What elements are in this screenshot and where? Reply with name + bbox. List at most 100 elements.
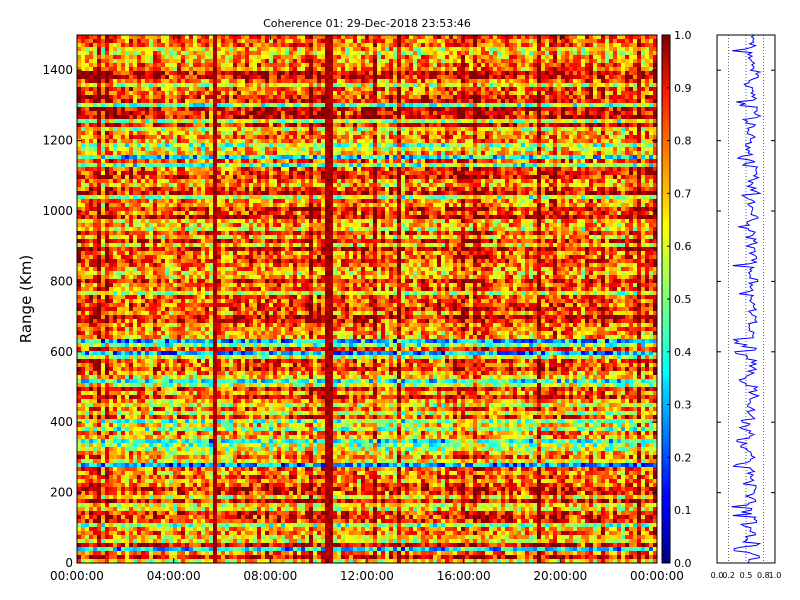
heatmap-cell [113,179,118,184]
heatmap-cell [213,451,218,456]
heatmap-cell [153,211,158,216]
heatmap-cell [193,239,198,244]
heatmap-cell [149,75,154,80]
heatmap-cell [117,247,122,252]
heatmap-cell [185,335,190,340]
heatmap-cell [121,63,126,68]
heatmap-cell [113,515,118,520]
heatmap-cell [105,119,110,124]
heatmap-cell [81,247,86,252]
heatmap-cell [217,143,222,148]
heatmap-cell [101,79,106,84]
heatmap-cell [85,123,90,128]
heatmap-cell [89,367,94,372]
heatmap-cell [117,203,122,208]
heatmap-cell [197,419,202,424]
heatmap-cell [169,459,174,464]
heatmap-cell [77,115,82,120]
heatmap-cell [89,67,94,72]
heatmap-cell [125,135,130,140]
heatmap-cell [181,479,186,484]
heatmap-cell [161,483,166,488]
heatmap-cell [169,527,174,532]
heatmap-cell [137,127,142,132]
heatmap-cell [129,211,134,216]
heatmap-cell [133,527,138,532]
heatmap-cell [169,215,174,220]
heatmap-cell [129,251,134,256]
heatmap-cell [133,371,138,376]
heatmap-cell [125,435,130,440]
heatmap-cell [217,151,222,156]
heatmap-cell [197,131,202,136]
heatmap-cell [221,39,226,44]
heatmap-cell [197,399,202,404]
heatmap-cell [109,551,114,556]
heatmap-cell [169,287,174,292]
heatmap-cell [125,283,130,288]
heatmap-cell [169,51,174,56]
heatmap-cell [173,55,178,60]
heatmap-cell [173,411,178,416]
heatmap-cell [189,379,194,384]
heatmap-cell [217,555,222,560]
heatmap-cell [217,551,222,556]
heatmap-cell [145,323,150,328]
heatmap-cell [141,459,146,464]
heatmap-cell [193,339,198,344]
heatmap-cell [117,259,122,264]
heatmap-cell [101,231,106,236]
heatmap-cell [185,107,190,112]
heatmap-cell [165,475,170,480]
heatmap-cell [213,315,218,320]
heatmap-cell [145,75,150,80]
heatmap-cell [193,447,198,452]
heatmap-cell [213,483,218,488]
heatmap-cell [181,235,186,240]
heatmap-cell [105,503,110,508]
heatmap-cell [141,447,146,452]
heatmap-cell [205,451,210,456]
heatmap-cell [173,171,178,176]
heatmap-cell [93,51,98,56]
heatmap-cell [145,243,150,248]
heatmap-cell [209,527,214,532]
heatmap-cell [177,403,182,408]
heatmap-cell [109,39,114,44]
heatmap-cell [197,51,202,56]
heatmap-cell [181,355,186,360]
heatmap-cell [101,119,106,124]
heatmap-cell [177,419,182,424]
heatmap-cell [169,315,174,320]
heatmap-cell [181,55,186,60]
heatmap-cell [177,127,182,132]
heatmap-cell [97,351,102,356]
heatmap-cell [157,203,162,208]
heatmap-cell [213,283,218,288]
heatmap-cell [149,231,154,236]
heatmap-cell [109,71,114,76]
heatmap-cell [189,271,194,276]
heatmap-cell [161,439,166,444]
heatmap-cell [85,555,90,560]
heatmap-cell [113,375,118,380]
heatmap-cell [153,171,158,176]
heatmap-cell [101,423,106,428]
heatmap-cell [101,487,106,492]
heatmap-cell [157,439,162,444]
heatmap-cell [161,435,166,440]
heatmap-cell [113,119,118,124]
heatmap-cell [101,39,106,44]
heatmap-cell [221,419,226,424]
heatmap-cell [141,163,146,168]
heatmap-cell [141,327,146,332]
heatmap-cell [141,103,146,108]
heatmap-cell [153,131,158,136]
heatmap-cell [161,351,166,356]
heatmap-cell [149,115,154,120]
heatmap-cell [185,423,190,428]
heatmap-cell [201,379,206,384]
heatmap-cell [225,223,230,228]
heatmap-cell [121,311,126,316]
heatmap-cell [125,339,130,344]
